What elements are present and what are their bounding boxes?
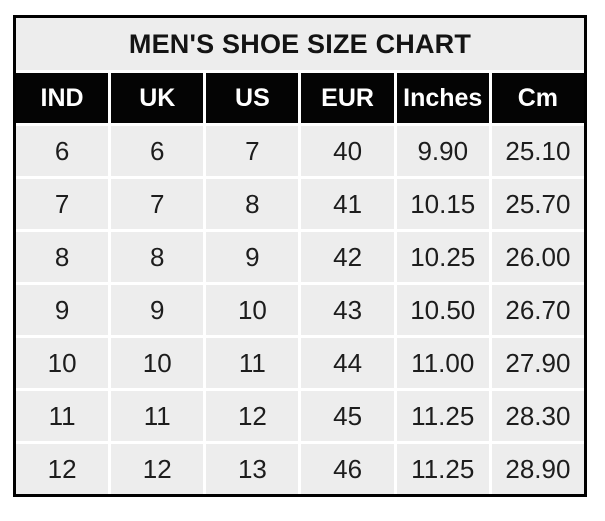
cell-r6-eur: 45 (301, 391, 394, 441)
cell-r7-us: 13 (206, 444, 299, 494)
cell-r4-us: 10 (206, 285, 299, 335)
cell-r1-eur: 40 (301, 126, 394, 176)
column-header-us: US (206, 73, 299, 123)
cell-r7-inches: 11.25 (396, 444, 489, 494)
cell-r2-eur: 41 (301, 179, 394, 229)
cell-r1-inches: 9.90 (396, 126, 489, 176)
cell-r1-cm: 25.10 (491, 126, 584, 176)
cell-r5-eur: 44 (301, 338, 394, 388)
cell-r7-cm: 28.90 (491, 444, 584, 494)
column-header-eur: EUR (301, 73, 394, 123)
cell-r4-cm: 26.70 (491, 285, 584, 335)
column-header-uk: UK (111, 73, 204, 123)
cell-r3-uk: 8 (111, 232, 204, 282)
cell-r2-inches: 10.15 (396, 179, 489, 229)
cell-r2-us: 8 (206, 179, 299, 229)
cell-r5-cm: 27.90 (491, 338, 584, 388)
mens-shoe-size-chart: MEN'S SHOE SIZE CHART IND UK US EUR Inch… (13, 15, 587, 497)
cell-r5-uk: 10 (111, 338, 204, 388)
cell-r4-uk: 9 (111, 285, 204, 335)
cell-r6-us: 12 (206, 391, 299, 441)
cell-r3-eur: 42 (301, 232, 394, 282)
cell-r3-us: 9 (206, 232, 299, 282)
cell-r2-cm: 25.70 (491, 179, 584, 229)
chart-title: MEN'S SHOE SIZE CHART (16, 18, 584, 70)
cell-r6-inches: 11.25 (396, 391, 489, 441)
column-header-inches: Inches (396, 73, 489, 123)
column-header-ind: IND (16, 73, 109, 123)
cell-r6-cm: 28.30 (491, 391, 584, 441)
cell-r6-ind: 11 (16, 391, 109, 441)
cell-r7-uk: 12 (111, 444, 204, 494)
cell-r2-ind: 7 (16, 179, 109, 229)
column-header-cm: Cm (491, 73, 584, 123)
cell-r1-uk: 6 (111, 126, 204, 176)
cell-r4-inches: 10.50 (396, 285, 489, 335)
cell-r3-cm: 26.00 (491, 232, 584, 282)
cell-r7-eur: 46 (301, 444, 394, 494)
cell-r2-uk: 7 (111, 179, 204, 229)
cell-r4-ind: 9 (16, 285, 109, 335)
cell-r5-inches: 11.00 (396, 338, 489, 388)
cell-r1-us: 7 (206, 126, 299, 176)
cell-r5-ind: 10 (16, 338, 109, 388)
cell-r5-us: 11 (206, 338, 299, 388)
cell-r6-uk: 11 (111, 391, 204, 441)
cell-r7-ind: 12 (16, 444, 109, 494)
cell-r4-eur: 43 (301, 285, 394, 335)
cell-r1-ind: 6 (16, 126, 109, 176)
cell-r3-ind: 8 (16, 232, 109, 282)
cell-r3-inches: 10.25 (396, 232, 489, 282)
